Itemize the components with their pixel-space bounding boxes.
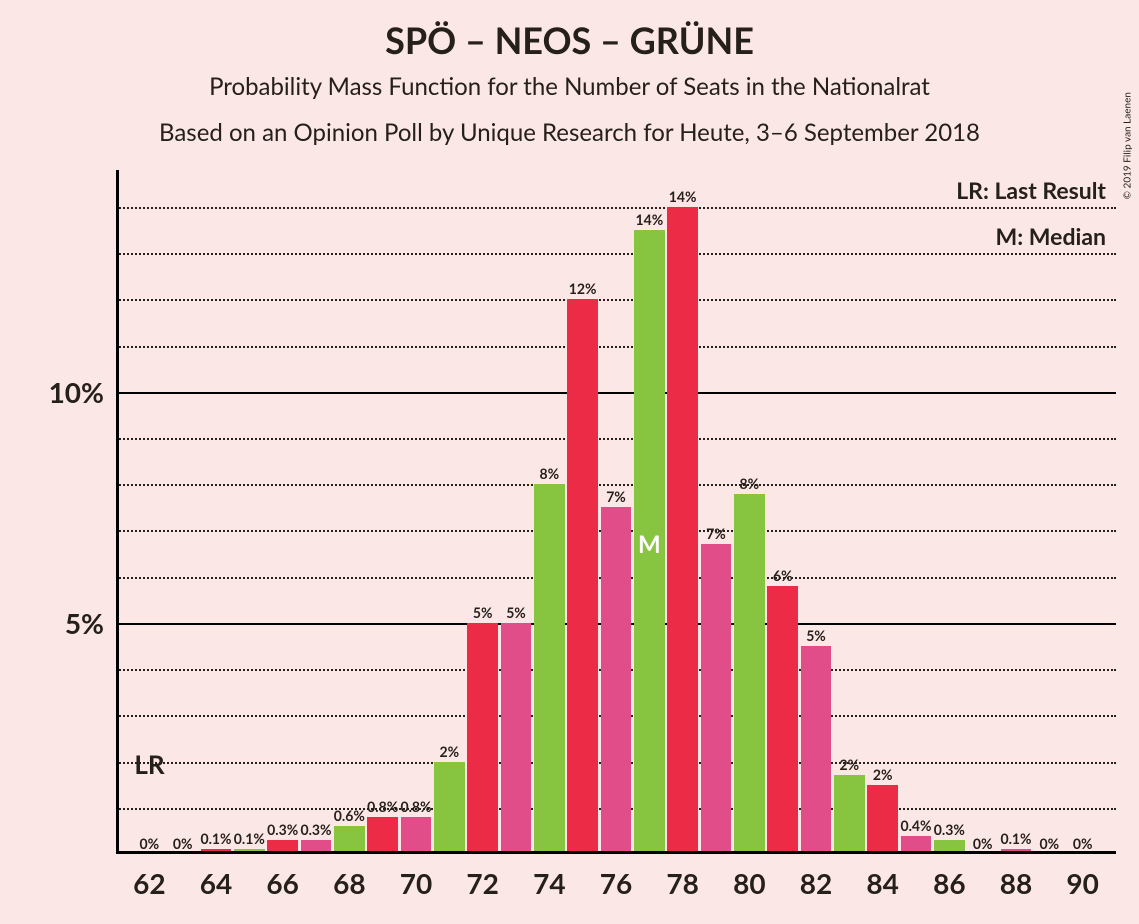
y-tick-label: 5% [65, 606, 116, 640]
bar-label: 12% [569, 280, 597, 299]
copyright-text: © 2019 Filip van Laenen [1121, 92, 1133, 199]
grid-minor [116, 438, 1116, 440]
bar: 5% [501, 623, 532, 854]
bar: 0.6% [334, 826, 365, 854]
bar-label: 0.6% [334, 807, 365, 826]
x-tick-label: 72 [466, 854, 498, 900]
bar-label: 0.1% [234, 830, 265, 849]
bar: 7% [701, 544, 732, 854]
bar: 0.8% [367, 817, 398, 854]
bar-label: 7% [706, 525, 726, 544]
bar: 8% [534, 484, 565, 854]
bar-label: 5% [806, 627, 826, 646]
bar-label: 0.8% [367, 798, 398, 817]
bar-label: 6% [773, 567, 793, 586]
x-tick-label: 66 [266, 854, 298, 900]
x-tick-label: 86 [933, 854, 965, 900]
bar-label: 0.3% [300, 821, 331, 840]
x-tick-label: 76 [600, 854, 632, 900]
bar-label: 8% [740, 475, 760, 494]
bar: 14% [667, 207, 698, 854]
x-tick-label: 90 [1066, 854, 1098, 900]
bar-label: 5% [506, 604, 526, 623]
bar-label: 0.4% [900, 817, 931, 836]
x-tick-label: 70 [400, 854, 432, 900]
bar-label: 0.1% [200, 830, 231, 849]
plot-area: 5%10%0%0%0.1%0.1%0.3%0.3%0.6%0.8%0.8%2%5… [116, 170, 1116, 854]
y-axis [116, 170, 119, 854]
bar-label: 0.8% [400, 798, 431, 817]
bar-label: 0.3% [934, 821, 965, 840]
bar-label: 5% [473, 604, 493, 623]
x-tick-label: 74 [533, 854, 565, 900]
legend-lr: LR: Last Result [956, 176, 1106, 204]
grid-major [116, 392, 1116, 394]
x-tick-label: 80 [733, 854, 765, 900]
x-tick-label: 78 [666, 854, 698, 900]
grid-minor [116, 299, 1116, 301]
bar-label: 7% [606, 488, 626, 507]
x-tick-label: 68 [333, 854, 365, 900]
y-tick-label: 10% [49, 375, 116, 409]
last-result-marker: LR [134, 748, 164, 780]
x-axis [116, 851, 1116, 854]
chart-subtitle-1: Probability Mass Function for the Number… [0, 72, 1139, 101]
grid-minor [116, 346, 1116, 348]
chart-title: SPÖ – NEOS – GRÜNE [0, 18, 1139, 62]
bar: 5% [467, 623, 498, 854]
bar-label: 2% [840, 756, 860, 775]
bar-label: 0.1% [1000, 830, 1031, 849]
legend-m: M: Median [996, 222, 1106, 250]
x-tick-label: 82 [800, 854, 832, 900]
bar-label: 2% [440, 743, 460, 762]
grid-minor [116, 207, 1116, 209]
bar: 2% [434, 762, 465, 854]
bar: 6% [767, 586, 798, 854]
bar: 2% [834, 775, 865, 854]
bar: 0.8% [401, 817, 432, 854]
bar-label: 14% [669, 188, 697, 207]
bar: 5% [801, 646, 832, 854]
chart-container: SPÖ – NEOS – GRÜNE Probability Mass Func… [0, 0, 1139, 924]
bar-label: 14% [635, 211, 663, 230]
x-tick-label: 62 [133, 854, 165, 900]
bar-label: 0.3% [267, 821, 298, 840]
bar-label: 8% [540, 465, 560, 484]
bar-label: 2% [873, 766, 893, 785]
x-tick-label: 84 [866, 854, 898, 900]
chart-subtitle-2: Based on an Opinion Poll by Unique Resea… [0, 118, 1139, 147]
bar: 2% [867, 785, 898, 854]
median-marker: M [638, 530, 661, 559]
x-tick-label: 64 [200, 854, 232, 900]
grid-minor [116, 253, 1116, 255]
grid-minor [116, 484, 1116, 486]
bar: 7% [601, 507, 632, 854]
bar: 8% [734, 494, 765, 854]
bar: 12% [567, 299, 598, 854]
x-tick-label: 88 [1000, 854, 1032, 900]
